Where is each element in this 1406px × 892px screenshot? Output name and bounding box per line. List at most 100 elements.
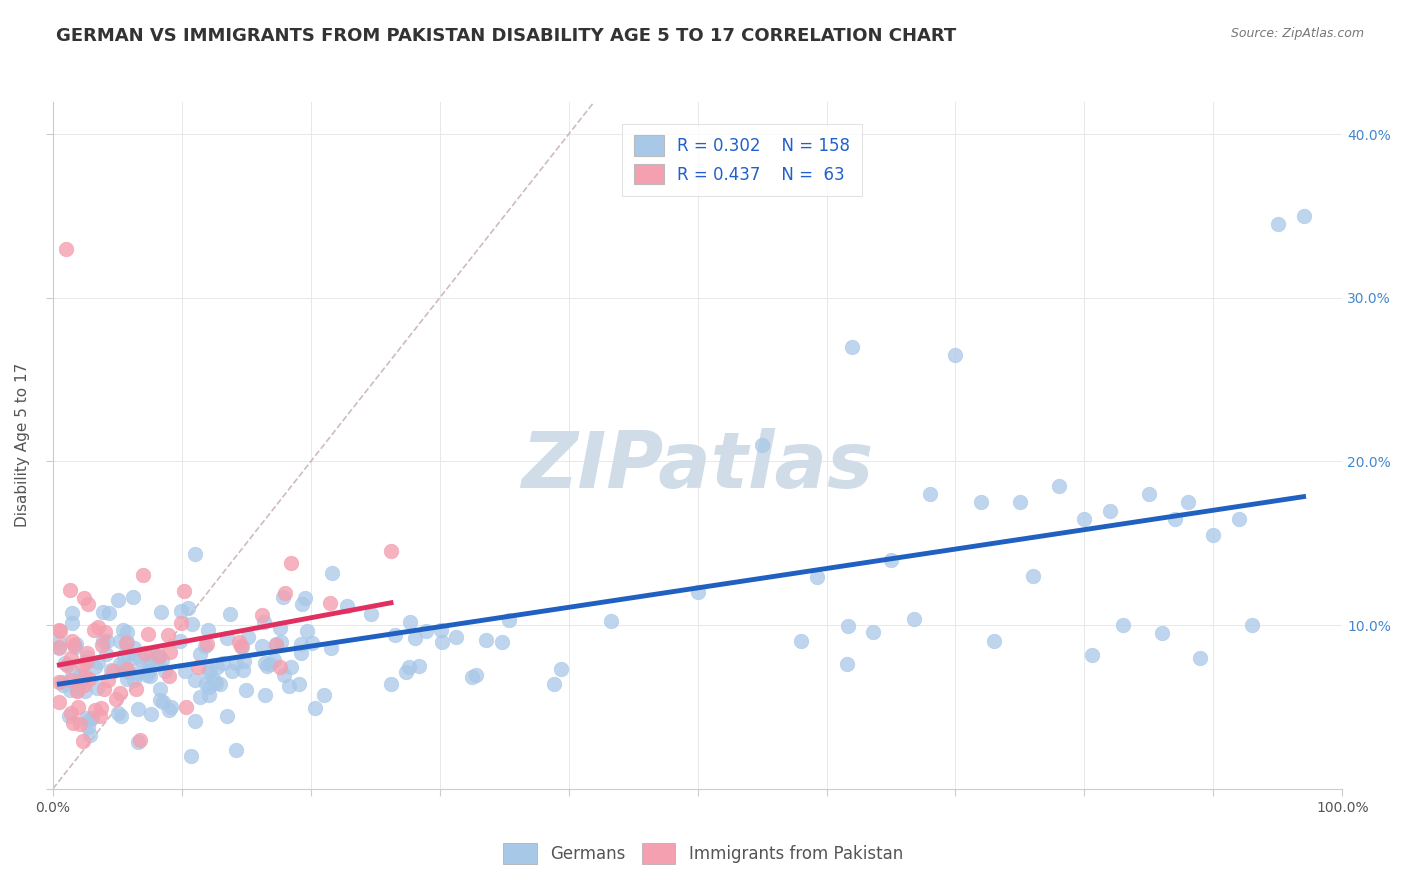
Point xyxy=(157,668,180,682)
Point xyxy=(181,616,204,631)
Point xyxy=(112,648,135,662)
Point xyxy=(380,544,402,558)
Point xyxy=(150,653,173,667)
Point xyxy=(173,583,195,598)
Point xyxy=(48,640,70,655)
Point xyxy=(146,648,169,663)
Point xyxy=(93,682,115,697)
Point xyxy=(290,646,312,660)
Point xyxy=(380,677,402,691)
Point xyxy=(90,701,112,715)
Point xyxy=(198,680,221,694)
Point xyxy=(204,676,226,690)
Point xyxy=(1022,569,1045,583)
Point xyxy=(217,631,239,645)
Point xyxy=(228,634,250,648)
Point xyxy=(200,663,222,677)
Point xyxy=(55,242,77,256)
Point xyxy=(58,709,80,723)
Point xyxy=(271,590,294,604)
Point xyxy=(91,605,114,619)
Point xyxy=(287,677,309,691)
Point xyxy=(87,656,110,670)
Point xyxy=(186,660,208,674)
Point xyxy=(253,615,276,629)
Point xyxy=(970,495,993,509)
Point xyxy=(225,657,247,671)
Point xyxy=(235,682,257,697)
Point xyxy=(73,591,96,605)
Point xyxy=(136,627,159,641)
Point xyxy=(1047,479,1070,493)
Point xyxy=(837,619,859,633)
Point xyxy=(76,598,98,612)
Point xyxy=(184,547,207,561)
Point xyxy=(107,706,129,720)
Point xyxy=(197,665,219,680)
Point xyxy=(903,612,925,626)
Point xyxy=(806,570,828,584)
Point xyxy=(159,645,181,659)
Point xyxy=(94,625,117,640)
Point xyxy=(229,639,252,653)
Point xyxy=(360,607,382,621)
Point xyxy=(132,567,155,582)
Point xyxy=(69,667,91,681)
Point xyxy=(274,586,297,600)
Point xyxy=(97,607,120,621)
Point xyxy=(48,674,70,689)
Point xyxy=(73,670,96,684)
Point xyxy=(207,659,229,673)
Point xyxy=(304,701,326,715)
Point xyxy=(232,654,254,668)
Point xyxy=(48,695,70,709)
Point xyxy=(430,624,453,638)
Point xyxy=(918,487,941,501)
Point xyxy=(115,635,138,649)
Point xyxy=(1267,217,1289,231)
Point xyxy=(77,713,100,727)
Point xyxy=(461,669,484,683)
Point xyxy=(215,709,238,723)
Point xyxy=(183,673,205,688)
Text: ZIPatlas: ZIPatlas xyxy=(522,428,873,504)
Point xyxy=(100,663,122,677)
Point xyxy=(465,668,488,682)
Point xyxy=(430,635,453,649)
Point xyxy=(148,649,170,664)
Point xyxy=(301,636,323,650)
Point xyxy=(841,340,863,354)
Point xyxy=(1073,512,1095,526)
Point xyxy=(150,605,173,619)
Text: Source: ZipAtlas.com: Source: ZipAtlas.com xyxy=(1230,27,1364,40)
Point xyxy=(319,640,342,655)
Point xyxy=(48,624,70,638)
Point xyxy=(65,637,87,651)
Point xyxy=(51,674,73,689)
Point xyxy=(115,635,138,649)
Point xyxy=(269,621,291,635)
Point xyxy=(145,651,167,665)
Point xyxy=(117,647,139,661)
Point xyxy=(89,709,111,723)
Point xyxy=(97,673,120,687)
Point xyxy=(110,709,132,723)
Point xyxy=(122,640,145,655)
Point xyxy=(835,657,858,672)
Point xyxy=(543,677,565,691)
Point xyxy=(108,634,131,648)
Point xyxy=(62,715,84,730)
Point xyxy=(219,607,242,622)
Point xyxy=(169,634,191,648)
Point xyxy=(149,693,172,707)
Point xyxy=(1177,495,1199,509)
Point xyxy=(136,657,159,671)
Point xyxy=(148,651,170,665)
Point xyxy=(336,599,359,614)
Point xyxy=(295,624,318,638)
Point xyxy=(408,659,430,673)
Point xyxy=(550,662,572,676)
Point xyxy=(77,672,100,686)
Point xyxy=(1163,512,1185,526)
Point xyxy=(83,623,105,637)
